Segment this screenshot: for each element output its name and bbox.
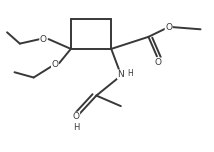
Text: O: O [73, 112, 80, 121]
Text: H: H [73, 123, 79, 132]
Text: O: O [155, 58, 162, 67]
Text: N: N [117, 70, 124, 79]
Text: O: O [51, 60, 58, 69]
Text: O: O [165, 22, 172, 32]
Text: O: O [40, 35, 47, 44]
Text: H: H [128, 69, 133, 78]
